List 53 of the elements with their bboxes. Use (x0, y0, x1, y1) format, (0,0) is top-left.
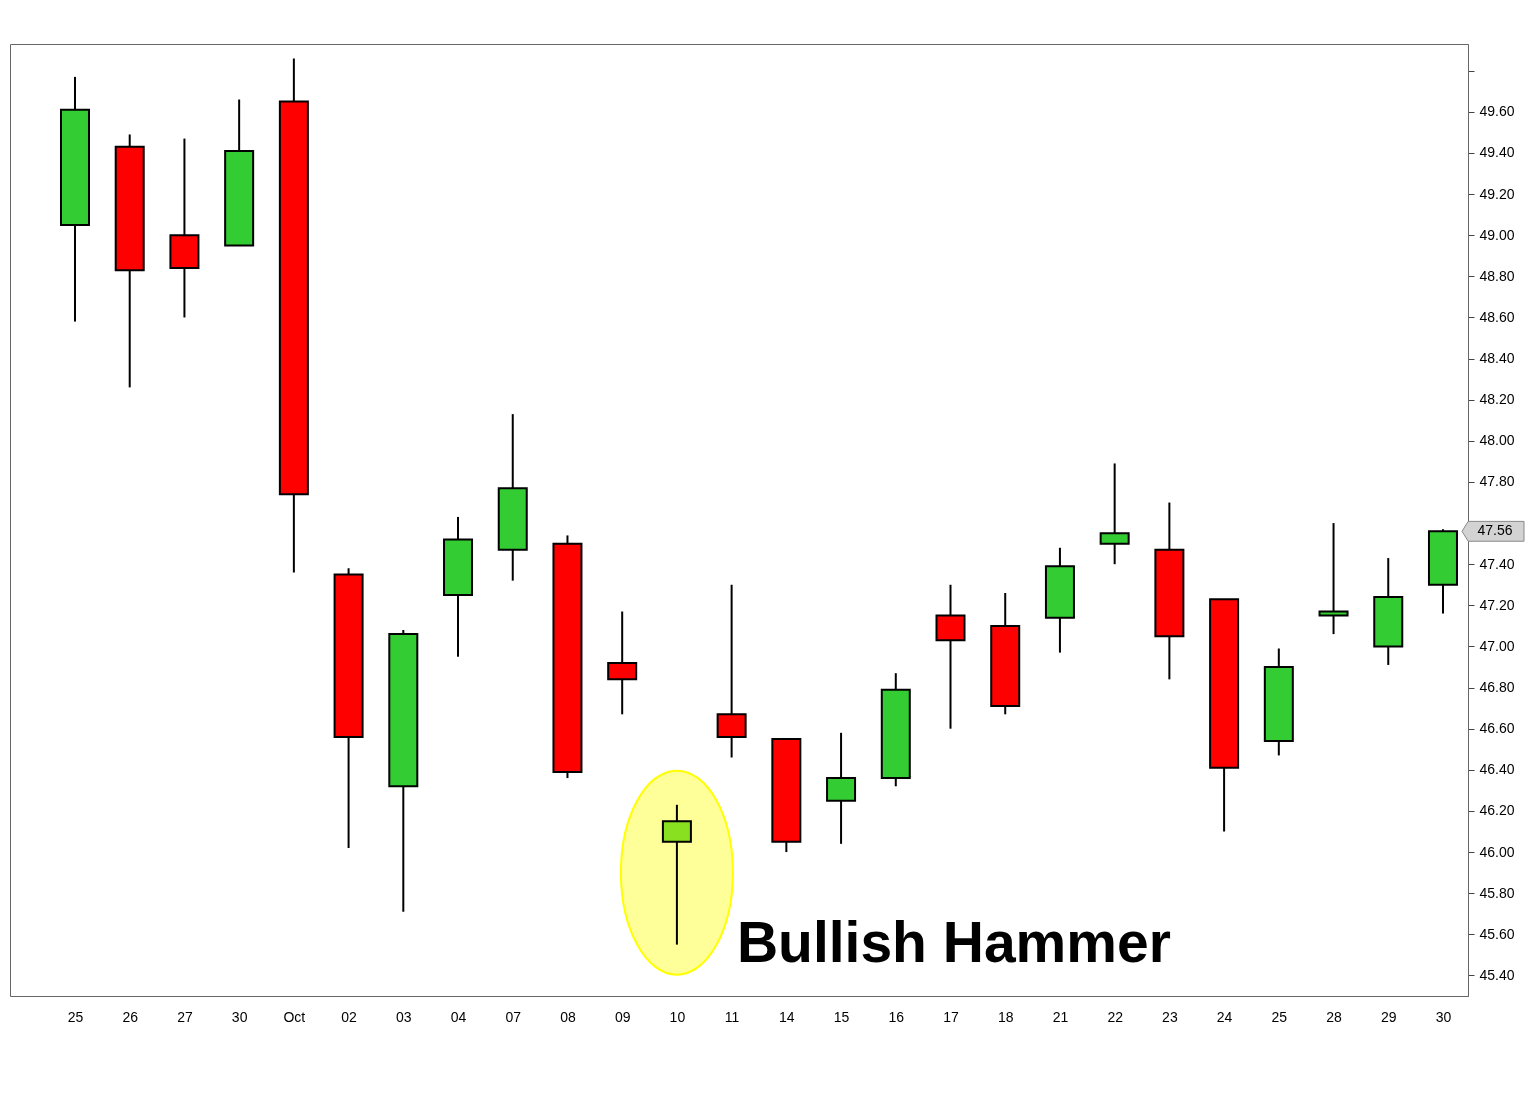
x-tick-label: 08 (560, 1008, 576, 1025)
y-tick-label: 46.80 (1479, 679, 1515, 696)
x-tick-label: 22 (1107, 1008, 1124, 1025)
y-tick-label: 46.60 (1479, 720, 1515, 737)
y-tick-label: 49.00 (1479, 226, 1515, 243)
x-tick-label: 14 (779, 1008, 795, 1025)
x-tick-label: 26 (122, 1008, 139, 1025)
candlestick (716, 583, 747, 759)
candlestick (661, 803, 692, 946)
x-tick-label: 03 (396, 1008, 412, 1025)
x-tick-label: 23 (1162, 1008, 1178, 1025)
x-tick-label: 04 (450, 1008, 467, 1025)
x-tick-label: 17 (943, 1008, 959, 1025)
y-tick-label: 46.00 (1479, 843, 1515, 860)
x-tick-label: 30 (231, 1008, 248, 1025)
y-tick-label: 48.60 (1479, 308, 1515, 325)
x-tick-label: 02 (341, 1008, 358, 1025)
candlestick (1318, 522, 1349, 636)
x-tick-label: 30 (1435, 1008, 1452, 1025)
x-tick-label: 10 (669, 1008, 686, 1025)
y-tick-label: 46.40 (1479, 761, 1515, 778)
y-tick-label: 49.40 (1479, 144, 1515, 161)
y-tick-label: 48.40 (1479, 350, 1515, 367)
y-tick-label: 49.60 (1479, 103, 1515, 120)
x-tick-label: 07 (505, 1008, 522, 1025)
x-tick-label: 16 (888, 1008, 905, 1025)
x-tick-label: 09 (614, 1008, 631, 1025)
x-tick-label: 15 (833, 1008, 850, 1025)
y-tick-label: 48.20 (1479, 391, 1515, 408)
x-tick-label: 25 (1271, 1008, 1288, 1025)
text: 47.56 (1477, 522, 1513, 539)
y-tick-label: 45.80 (1479, 884, 1515, 901)
y-tick-label: 47.40 (1479, 555, 1515, 572)
x-tick-label: 11 (724, 1008, 740, 1025)
x-tick-label: 28 (1326, 1008, 1343, 1025)
y-tick-label: 49.20 (1479, 185, 1515, 202)
y-tick-label: 45.60 (1479, 925, 1515, 942)
x-tick-label: 25 (67, 1008, 84, 1025)
x-tick-label: 29 (1380, 1008, 1397, 1025)
y-tick-label: 46.20 (1479, 802, 1515, 819)
candlestick (1099, 462, 1130, 566)
x-tick-label: 21 (1052, 1008, 1069, 1025)
annotation: Bullish Hammer (736, 909, 1171, 974)
y-tick-label: 48.80 (1479, 267, 1515, 284)
y-tick-label: 47.00 (1479, 637, 1515, 654)
y-tick-label: 47.80 (1479, 473, 1515, 490)
y-tick-label: 47.20 (1479, 596, 1515, 613)
y-tick-label: 48.00 (1479, 432, 1515, 449)
x-tick-label: 27 (177, 1008, 193, 1025)
x-tick-label: 18 (997, 1008, 1014, 1025)
x-tick-label: Oct (283, 1008, 306, 1025)
y-tick-label: 45.40 (1479, 966, 1515, 983)
x-tick-label: 24 (1216, 1008, 1233, 1025)
